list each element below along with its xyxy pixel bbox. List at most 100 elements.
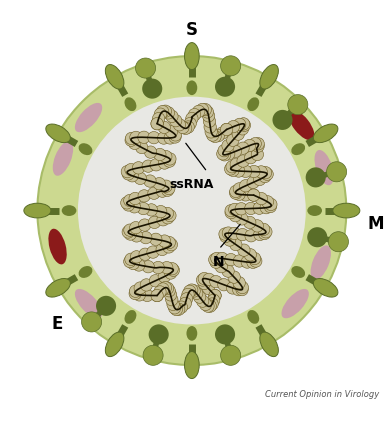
Circle shape [200, 298, 212, 311]
Ellipse shape [24, 203, 51, 218]
Circle shape [228, 227, 241, 240]
Circle shape [228, 271, 240, 283]
Ellipse shape [314, 150, 334, 185]
Circle shape [226, 282, 239, 294]
Circle shape [219, 228, 231, 240]
Circle shape [129, 287, 141, 300]
Circle shape [210, 256, 222, 269]
Circle shape [233, 183, 245, 195]
Circle shape [219, 149, 231, 161]
Ellipse shape [62, 205, 76, 216]
Circle shape [151, 289, 163, 302]
Circle shape [215, 261, 228, 273]
Circle shape [247, 189, 260, 201]
Ellipse shape [310, 245, 331, 280]
Circle shape [78, 96, 306, 325]
Circle shape [222, 265, 234, 277]
Circle shape [233, 283, 245, 296]
Circle shape [216, 252, 228, 265]
Circle shape [196, 274, 209, 286]
Circle shape [121, 197, 133, 209]
Circle shape [154, 148, 166, 161]
Circle shape [202, 282, 215, 295]
Circle shape [163, 236, 175, 249]
Circle shape [138, 219, 151, 231]
Circle shape [226, 161, 238, 173]
Circle shape [240, 180, 252, 192]
Ellipse shape [105, 65, 124, 89]
Ellipse shape [124, 97, 137, 111]
Circle shape [133, 259, 145, 271]
Circle shape [167, 264, 179, 276]
Circle shape [144, 146, 157, 158]
Circle shape [188, 285, 200, 297]
Circle shape [235, 203, 247, 215]
Circle shape [127, 258, 139, 270]
Ellipse shape [288, 110, 314, 140]
Circle shape [233, 165, 245, 177]
Circle shape [150, 159, 162, 171]
Circle shape [138, 190, 151, 202]
Circle shape [37, 56, 346, 365]
Circle shape [161, 261, 173, 274]
Circle shape [221, 123, 233, 136]
Circle shape [203, 273, 215, 286]
Circle shape [166, 110, 178, 122]
Circle shape [164, 132, 176, 144]
Circle shape [161, 282, 174, 295]
Circle shape [170, 114, 182, 127]
Circle shape [154, 205, 167, 218]
Circle shape [248, 165, 260, 178]
Circle shape [209, 253, 221, 266]
Circle shape [158, 121, 170, 133]
Circle shape [229, 210, 242, 222]
Circle shape [134, 282, 146, 294]
Circle shape [255, 193, 268, 205]
Circle shape [217, 147, 229, 160]
Circle shape [170, 303, 182, 316]
Ellipse shape [247, 97, 259, 111]
Circle shape [233, 188, 245, 201]
Circle shape [140, 279, 152, 291]
Circle shape [158, 270, 170, 283]
Ellipse shape [282, 289, 309, 318]
Ellipse shape [105, 332, 124, 357]
Circle shape [209, 289, 221, 302]
Circle shape [233, 255, 245, 267]
Circle shape [96, 296, 116, 316]
Circle shape [153, 178, 165, 190]
Circle shape [173, 119, 186, 131]
Circle shape [122, 168, 135, 180]
Ellipse shape [260, 332, 279, 357]
Circle shape [165, 125, 178, 138]
Circle shape [207, 129, 219, 141]
Circle shape [149, 275, 162, 287]
Ellipse shape [75, 103, 102, 132]
Circle shape [255, 166, 267, 178]
Circle shape [130, 251, 143, 263]
Circle shape [156, 243, 168, 255]
Circle shape [122, 199, 135, 211]
Circle shape [154, 108, 166, 120]
Circle shape [251, 148, 263, 161]
Circle shape [258, 227, 271, 240]
Ellipse shape [291, 143, 305, 155]
Circle shape [237, 123, 249, 135]
Circle shape [209, 289, 221, 302]
Circle shape [215, 76, 235, 97]
Circle shape [125, 253, 137, 266]
Circle shape [244, 249, 256, 261]
Circle shape [230, 187, 242, 199]
Circle shape [264, 200, 277, 213]
Circle shape [196, 103, 209, 116]
Ellipse shape [79, 143, 93, 155]
Circle shape [147, 246, 159, 258]
Circle shape [159, 281, 172, 294]
Circle shape [154, 286, 166, 298]
Circle shape [244, 139, 256, 152]
Circle shape [204, 121, 216, 133]
Circle shape [241, 256, 253, 268]
Circle shape [237, 142, 249, 154]
Circle shape [288, 95, 308, 115]
Circle shape [180, 293, 193, 305]
